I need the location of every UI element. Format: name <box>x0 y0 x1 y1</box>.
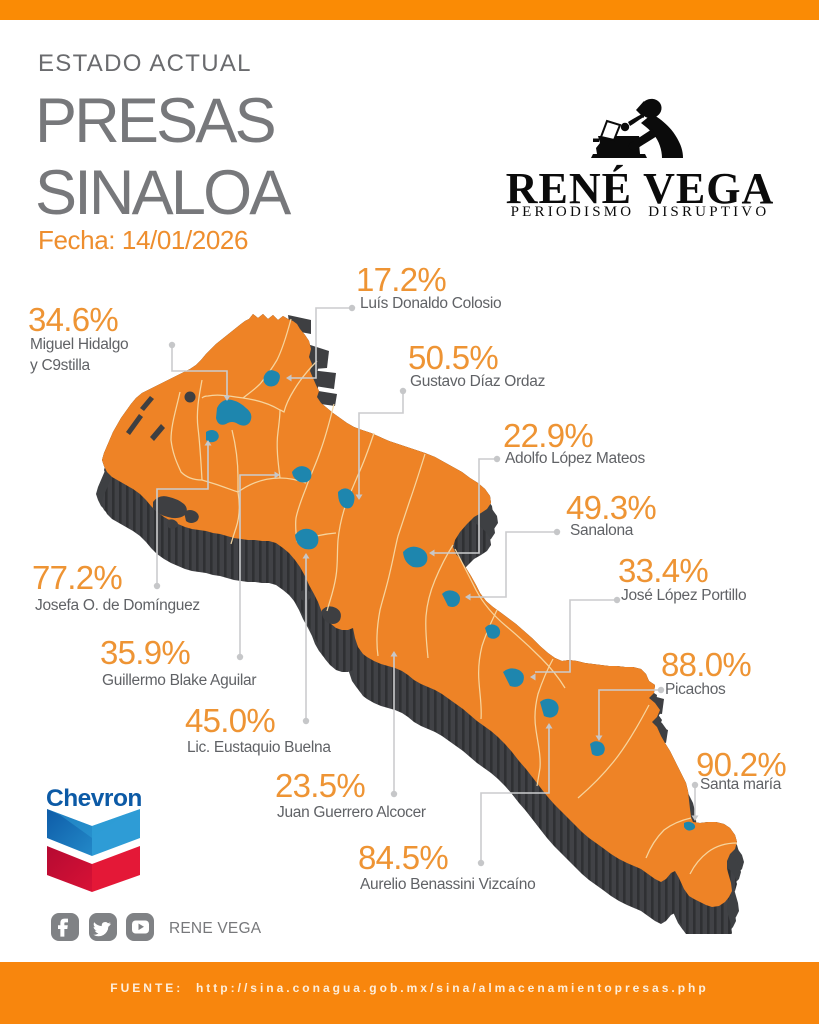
svg-text:Chevron: Chevron <box>46 785 142 812</box>
